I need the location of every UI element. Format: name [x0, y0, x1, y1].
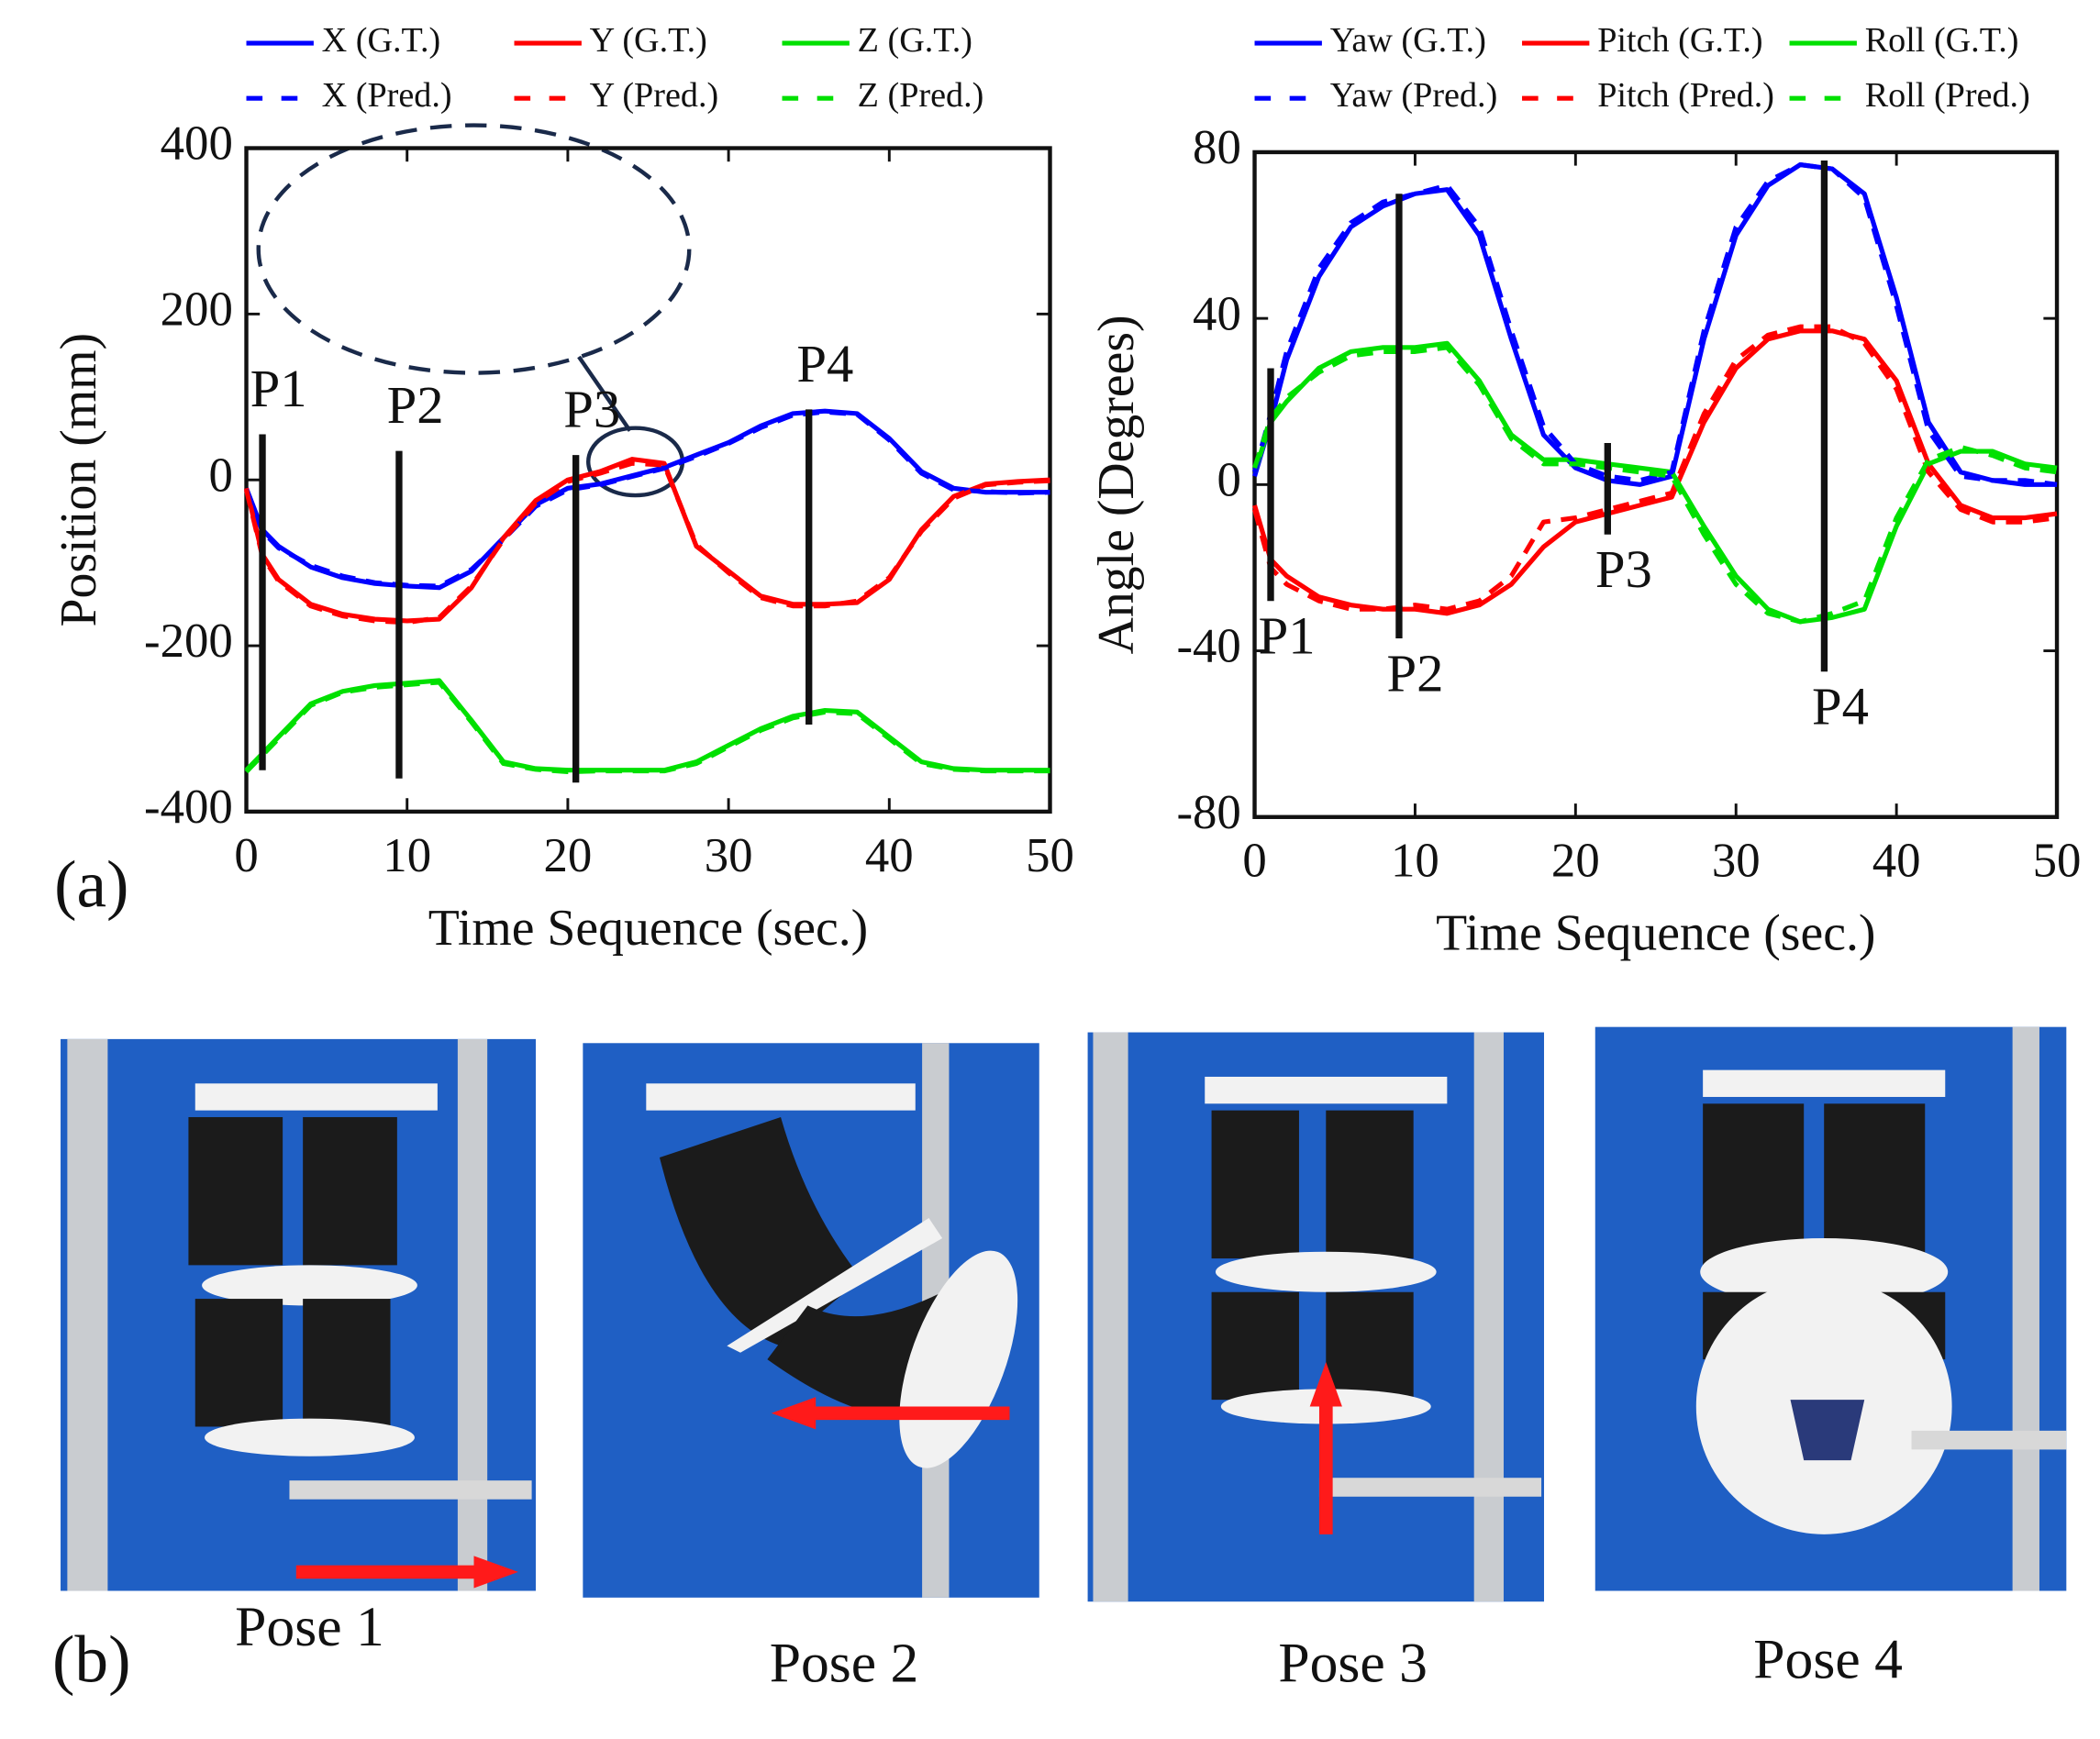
x-axis-title: Time Sequence (sec.)	[1436, 905, 1875, 962]
legend-label: Pitch (Pred.)	[1597, 76, 1774, 115]
series-line	[244, 457, 1050, 624]
y-axis-title: Angle (Degrees)	[1088, 315, 1145, 654]
x-tick-label: 30	[705, 829, 753, 882]
photo	[61, 1038, 536, 1591]
series-line	[244, 409, 1050, 589]
x-tick-label: 50	[1026, 829, 1074, 882]
y-tick-label: 200	[161, 282, 233, 336]
y-tick-label: -40	[1176, 620, 1240, 673]
legend-label: X (G.T.)	[322, 21, 441, 60]
annotation-label: P3	[563, 380, 620, 439]
x-tick-label: 0	[234, 829, 258, 882]
legend-label: Z (Pred.)	[858, 76, 984, 115]
series-line	[244, 460, 1050, 626]
photo	[1594, 1026, 2067, 1591]
y-tick-label: 80	[1193, 121, 1241, 174]
legend-label: X (Pred.)	[322, 76, 452, 115]
y-tick-label: -400	[144, 781, 233, 834]
photos	[61, 1026, 2067, 1602]
series-line	[1252, 162, 2058, 487]
y-tick-label: 0	[208, 449, 232, 502]
legend-label: Yaw (G.T.)	[1330, 21, 1486, 60]
series-line	[244, 680, 1050, 775]
y-axis-title: Position (mm)	[50, 333, 107, 627]
legend-label: Yaw (Pred.)	[1330, 76, 1498, 115]
x-tick-label: 40	[1872, 835, 1921, 888]
inset-zoom	[256, 123, 692, 498]
photo	[1087, 1032, 1545, 1602]
x-tick-label: 10	[1391, 835, 1439, 888]
y-tick-label: -80	[1176, 786, 1240, 839]
y-tick-label: 400	[161, 117, 233, 171]
x-tick-label: 30	[1712, 835, 1761, 888]
series-line	[1252, 324, 2058, 612]
x-tick-label: 50	[2033, 835, 2082, 888]
series-line	[1252, 345, 2058, 625]
legend-label: Roll (G.T.)	[1865, 21, 2019, 60]
series-line	[244, 678, 1050, 773]
annotation-label: P4	[796, 334, 853, 393]
annotation-label: P2	[387, 375, 444, 435]
annotation-label: P2	[1387, 643, 1444, 703]
legend-label: Y (Pred.)	[590, 76, 719, 115]
pose-label: Pose 4	[1753, 1628, 1903, 1690]
x-tick-label: 0	[1242, 835, 1266, 888]
annotation-label: P1	[1259, 606, 1316, 666]
series-line	[1252, 162, 2058, 487]
x-axis-title: Time Sequence (sec.)	[428, 900, 868, 957]
x-tick-label: 20	[1551, 835, 1600, 888]
series-line	[1252, 340, 2058, 625]
x-tick-label: 10	[383, 829, 431, 882]
pose-label: Pose 2	[770, 1633, 919, 1695]
annotation-label: P3	[1595, 539, 1652, 599]
legend-label: Pitch (G.T.)	[1597, 21, 1762, 60]
annotation-label: P4	[1812, 677, 1869, 737]
pose-label: Pose 1	[235, 1596, 384, 1658]
plot-frame	[1252, 150, 2060, 819]
y-tick-label: 0	[1217, 453, 1240, 506]
legend-label: Z (G.T.)	[858, 21, 972, 60]
annotation-label: P1	[250, 359, 307, 418]
photo	[583, 1043, 1039, 1598]
series-line	[244, 408, 1050, 591]
panel-label: (a)	[54, 847, 128, 921]
pose-label: Pose 3	[1278, 1633, 1428, 1695]
panel-label: (b)	[52, 1622, 131, 1696]
legend-label: Roll (Pred.)	[1865, 76, 2030, 115]
y-tick-label: 40	[1193, 287, 1241, 340]
legend-label: Y (G.T.)	[590, 21, 707, 60]
plot-frame	[244, 146, 1052, 814]
x-tick-label: 40	[865, 829, 914, 882]
x-tick-label: 20	[544, 829, 593, 882]
y-tick-label: -200	[144, 615, 233, 668]
series-line	[1252, 328, 2058, 616]
